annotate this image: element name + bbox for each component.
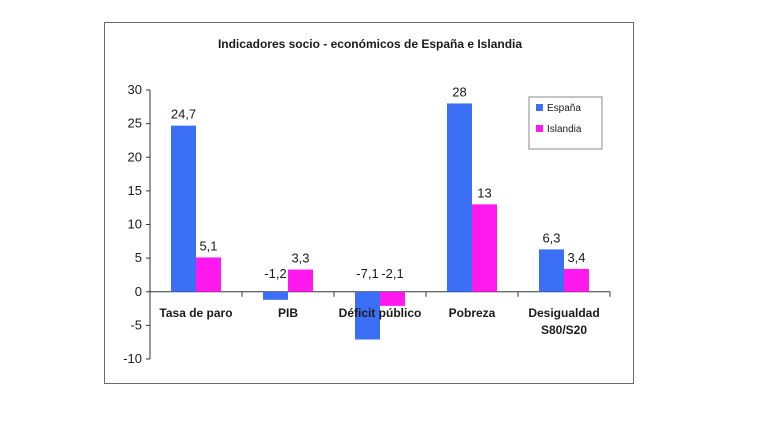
category-label: Tasa de paro [159,306,232,320]
bar-espana [355,291,380,340]
category-label: PIB [278,306,298,320]
bar-islandia [380,291,405,306]
bar-espana [263,291,288,300]
y-tick-label: 30 [128,82,142,97]
legend-label: España [547,103,581,114]
category-label: S80/S20 [541,323,587,337]
y-tick-label: 20 [128,149,142,164]
data-label: 6,3 [542,230,560,245]
bar-islandia [564,268,589,292]
category-label: Pobreza [449,306,496,320]
data-label: 24,7 [171,107,196,122]
bar-espana [539,249,564,292]
data-label: -2,1 [381,266,403,281]
y-tick-label: 10 [128,217,142,232]
bar-islandia [196,257,221,292]
data-label: 13 [477,185,491,200]
chart-title: Indicadores socio - económicos de España… [218,37,522,51]
data-label: 28 [452,84,466,99]
y-tick-label: 0 [135,284,142,299]
y-tick-label: 15 [128,183,142,198]
bar-islandia [472,204,497,292]
y-tick-label: 25 [128,116,142,131]
data-label: -1,2 [264,266,286,281]
y-tick-label: 5 [135,250,142,265]
legend-swatch [536,104,543,111]
y-tick-label: -5 [130,317,142,332]
category-label: Desigualdad [528,306,599,320]
category-label: Déficit público [339,306,422,320]
bar-islandia [288,269,313,292]
plot-area: -10 -5 0 5 10 15 20 25 30 24,7 -1,2 -7,1 28 6,3 5,1 3,3… [123,82,611,366]
legend-swatch [536,125,543,132]
data-label: 3,4 [567,250,585,265]
chart-frame: Indicadores socio - económicos de España… [104,22,634,384]
data-label: -7,1 [356,266,378,281]
legend-label: Islandia [547,124,582,135]
data-label: 3,3 [291,251,309,266]
data-label: 5,1 [199,238,217,253]
y-tick-label: -10 [123,351,142,366]
bar-espana [171,125,196,292]
chart: Indicadores socio - económicos de España… [123,37,611,366]
bar-espana [447,103,472,292]
